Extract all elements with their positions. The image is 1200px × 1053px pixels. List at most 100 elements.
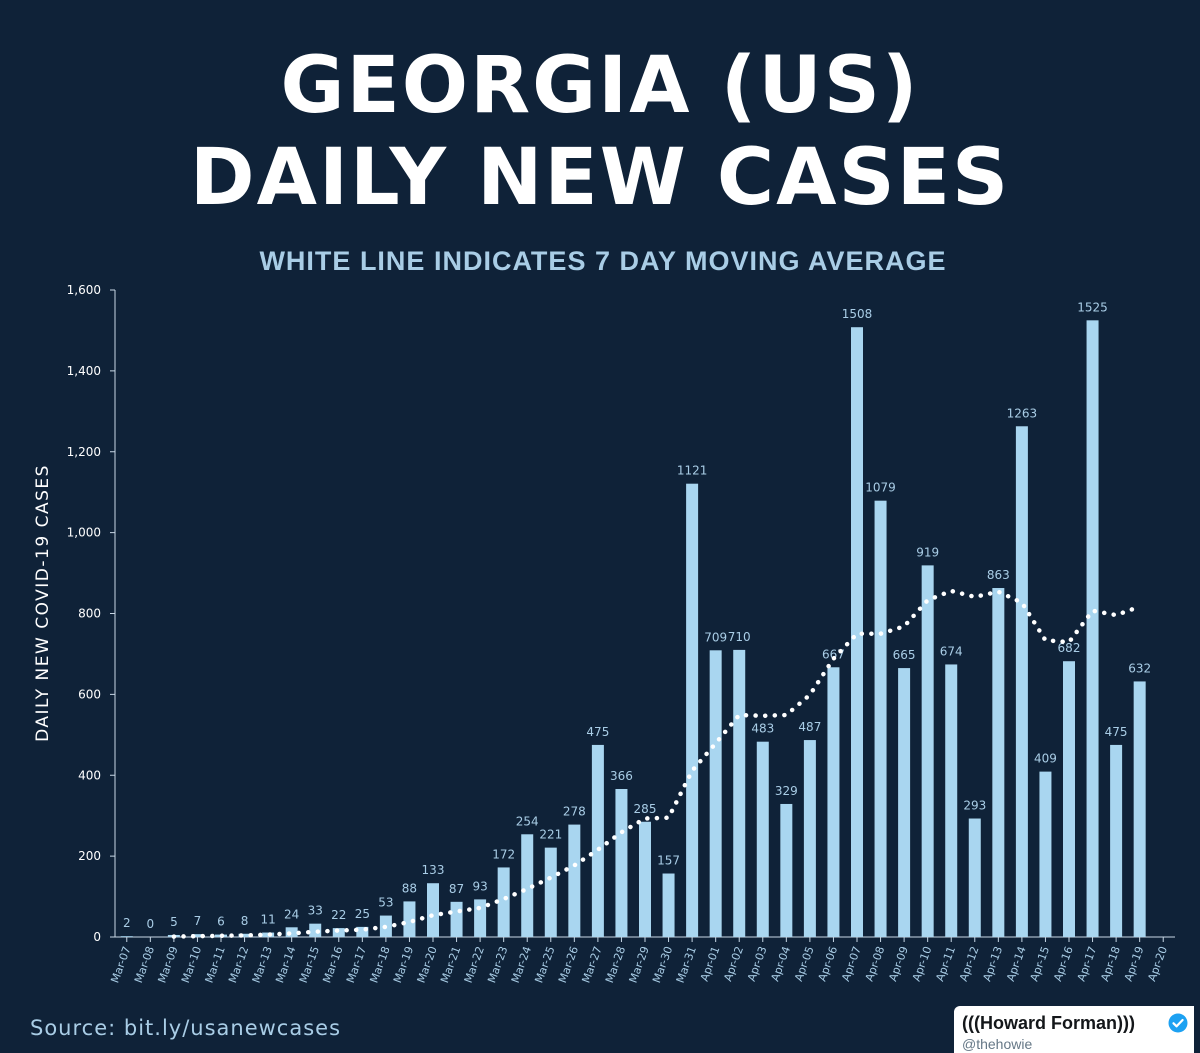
bar (238, 933, 251, 937)
y-tick-label: 1,600 (67, 283, 101, 297)
bar-data-label: 674 (940, 644, 963, 658)
x-tick-label: Apr-08 (863, 945, 888, 984)
bar (191, 934, 204, 937)
bar-data-label: 278 (563, 805, 586, 819)
bar-data-label: 221 (539, 828, 562, 842)
bar-data-label: 409 (1034, 752, 1057, 766)
x-tick-label: Apr-07 (839, 945, 864, 984)
bar (780, 803, 793, 937)
x-tick-label: Apr-11 (933, 945, 958, 984)
x-tick-label: Mar-27 (579, 945, 604, 985)
bar-data-label: 1508 (842, 307, 873, 321)
bar-data-label: 133 (422, 863, 445, 877)
bar (921, 565, 934, 937)
bar (1063, 661, 1075, 937)
credit-badge: (((Howard Forman))) @thehowie (954, 1006, 1194, 1053)
bar-data-label: 88 (402, 881, 417, 895)
x-tick-label: Mar-28 (603, 945, 628, 985)
x-tick-label: Mar-14 (273, 945, 298, 985)
bar (521, 834, 534, 937)
bar (332, 928, 345, 937)
x-tick-label: Mar-10 (179, 945, 204, 985)
x-tick-label: Apr-02 (721, 945, 746, 984)
bar-data-label: 329 (775, 784, 798, 798)
bar-data-label: 1525 (1077, 300, 1108, 314)
y-tick-label: 1,000 (67, 526, 101, 540)
x-tick-label: Apr-17 (1075, 945, 1100, 984)
bar (427, 883, 439, 937)
title-line-2: DAILY NEW CASES (189, 133, 1011, 223)
x-tick-label: Mar-16 (320, 945, 345, 985)
x-tick-label: Mar-08 (132, 945, 157, 985)
bar-data-label: 6 (217, 915, 225, 929)
x-tick-label: Apr-16 (1051, 945, 1076, 984)
bar-data-label: 293 (963, 799, 986, 813)
x-tick-label: Mar-21 (438, 945, 463, 985)
bar-data-label: 172 (492, 847, 515, 861)
source-note: Source: bit.ly/usanewcases (30, 1016, 342, 1040)
bar-data-label: 1121 (677, 464, 708, 478)
x-tick-label: Mar-29 (627, 945, 652, 985)
x-tick-label: Mar-25 (532, 945, 557, 985)
bar (851, 327, 863, 937)
bar-data-label: 632 (1128, 661, 1151, 675)
bar-data-label: 157 (657, 854, 680, 868)
bar-data-label: 487 (798, 720, 821, 734)
x-tick-label: Mar-23 (485, 945, 510, 985)
bar (803, 740, 816, 937)
bar-data-label: 11 (260, 913, 275, 927)
bar (1039, 771, 1052, 937)
bar (285, 927, 298, 937)
bar-data-label: 483 (751, 722, 774, 736)
bar-data-label: 475 (1105, 725, 1128, 739)
bar-data-label: 7 (194, 914, 202, 928)
x-tick-label: Apr-10 (910, 945, 935, 984)
bar-data-label: 25 (355, 907, 370, 921)
x-tick-label: Mar-24 (509, 945, 534, 985)
x-tick-label: Apr-06 (816, 945, 841, 984)
x-tick-label: Apr-04 (769, 945, 794, 984)
x-tick-label: Apr-14 (1004, 945, 1029, 984)
x-tick-label: Apr-03 (745, 945, 770, 984)
bar (356, 926, 369, 937)
x-tick-label: Apr-15 (1028, 945, 1053, 984)
bar (591, 744, 604, 937)
bar (497, 867, 510, 937)
bar-data-label: 863 (987, 568, 1010, 582)
bar (709, 650, 722, 937)
y-tick-label: 1,200 (67, 445, 101, 459)
bar-data-label: 682 (1058, 641, 1081, 655)
x-tick-label: Apr-20 (1145, 945, 1170, 984)
bar (898, 668, 911, 937)
bar-data-label: 22 (331, 908, 346, 922)
x-tick-label: Apr-12 (957, 945, 982, 984)
bar (403, 901, 416, 937)
bar (120, 936, 133, 937)
x-tick-label: Mar-19 (391, 945, 416, 985)
bar-data-label: 8 (241, 914, 249, 928)
chart-subtitle: WHITE LINE INDICATES 7 DAY MOVING AVERAG… (259, 246, 947, 276)
bar (1086, 320, 1099, 937)
x-tick-label: Mar-07 (108, 945, 133, 985)
bar (639, 821, 651, 937)
bar (945, 664, 958, 937)
bar (874, 500, 887, 937)
bar-data-label: 2 (123, 916, 131, 930)
title-line-1: GEORGIA (US) (280, 41, 920, 131)
bar-data-label: 285 (634, 802, 657, 816)
bar-data-label: 919 (916, 545, 939, 559)
credit-handle: @thehowie (962, 1036, 1033, 1052)
bar-data-label: 254 (516, 814, 539, 828)
bar-data-label: 366 (610, 769, 633, 783)
y-tick-label: 600 (78, 687, 101, 701)
bar (1015, 426, 1028, 937)
x-tick-label: Mar-26 (556, 945, 581, 985)
x-tick-label: Mar-15 (297, 945, 322, 985)
bar (544, 847, 557, 937)
x-tick-label: Mar-09 (155, 945, 180, 985)
bar-data-label: 1079 (865, 481, 896, 495)
bar (686, 483, 699, 937)
bar-data-label: 0 (147, 917, 155, 931)
chart-title: GEORGIA (US) DAILY NEW CASES (0, 40, 1200, 224)
